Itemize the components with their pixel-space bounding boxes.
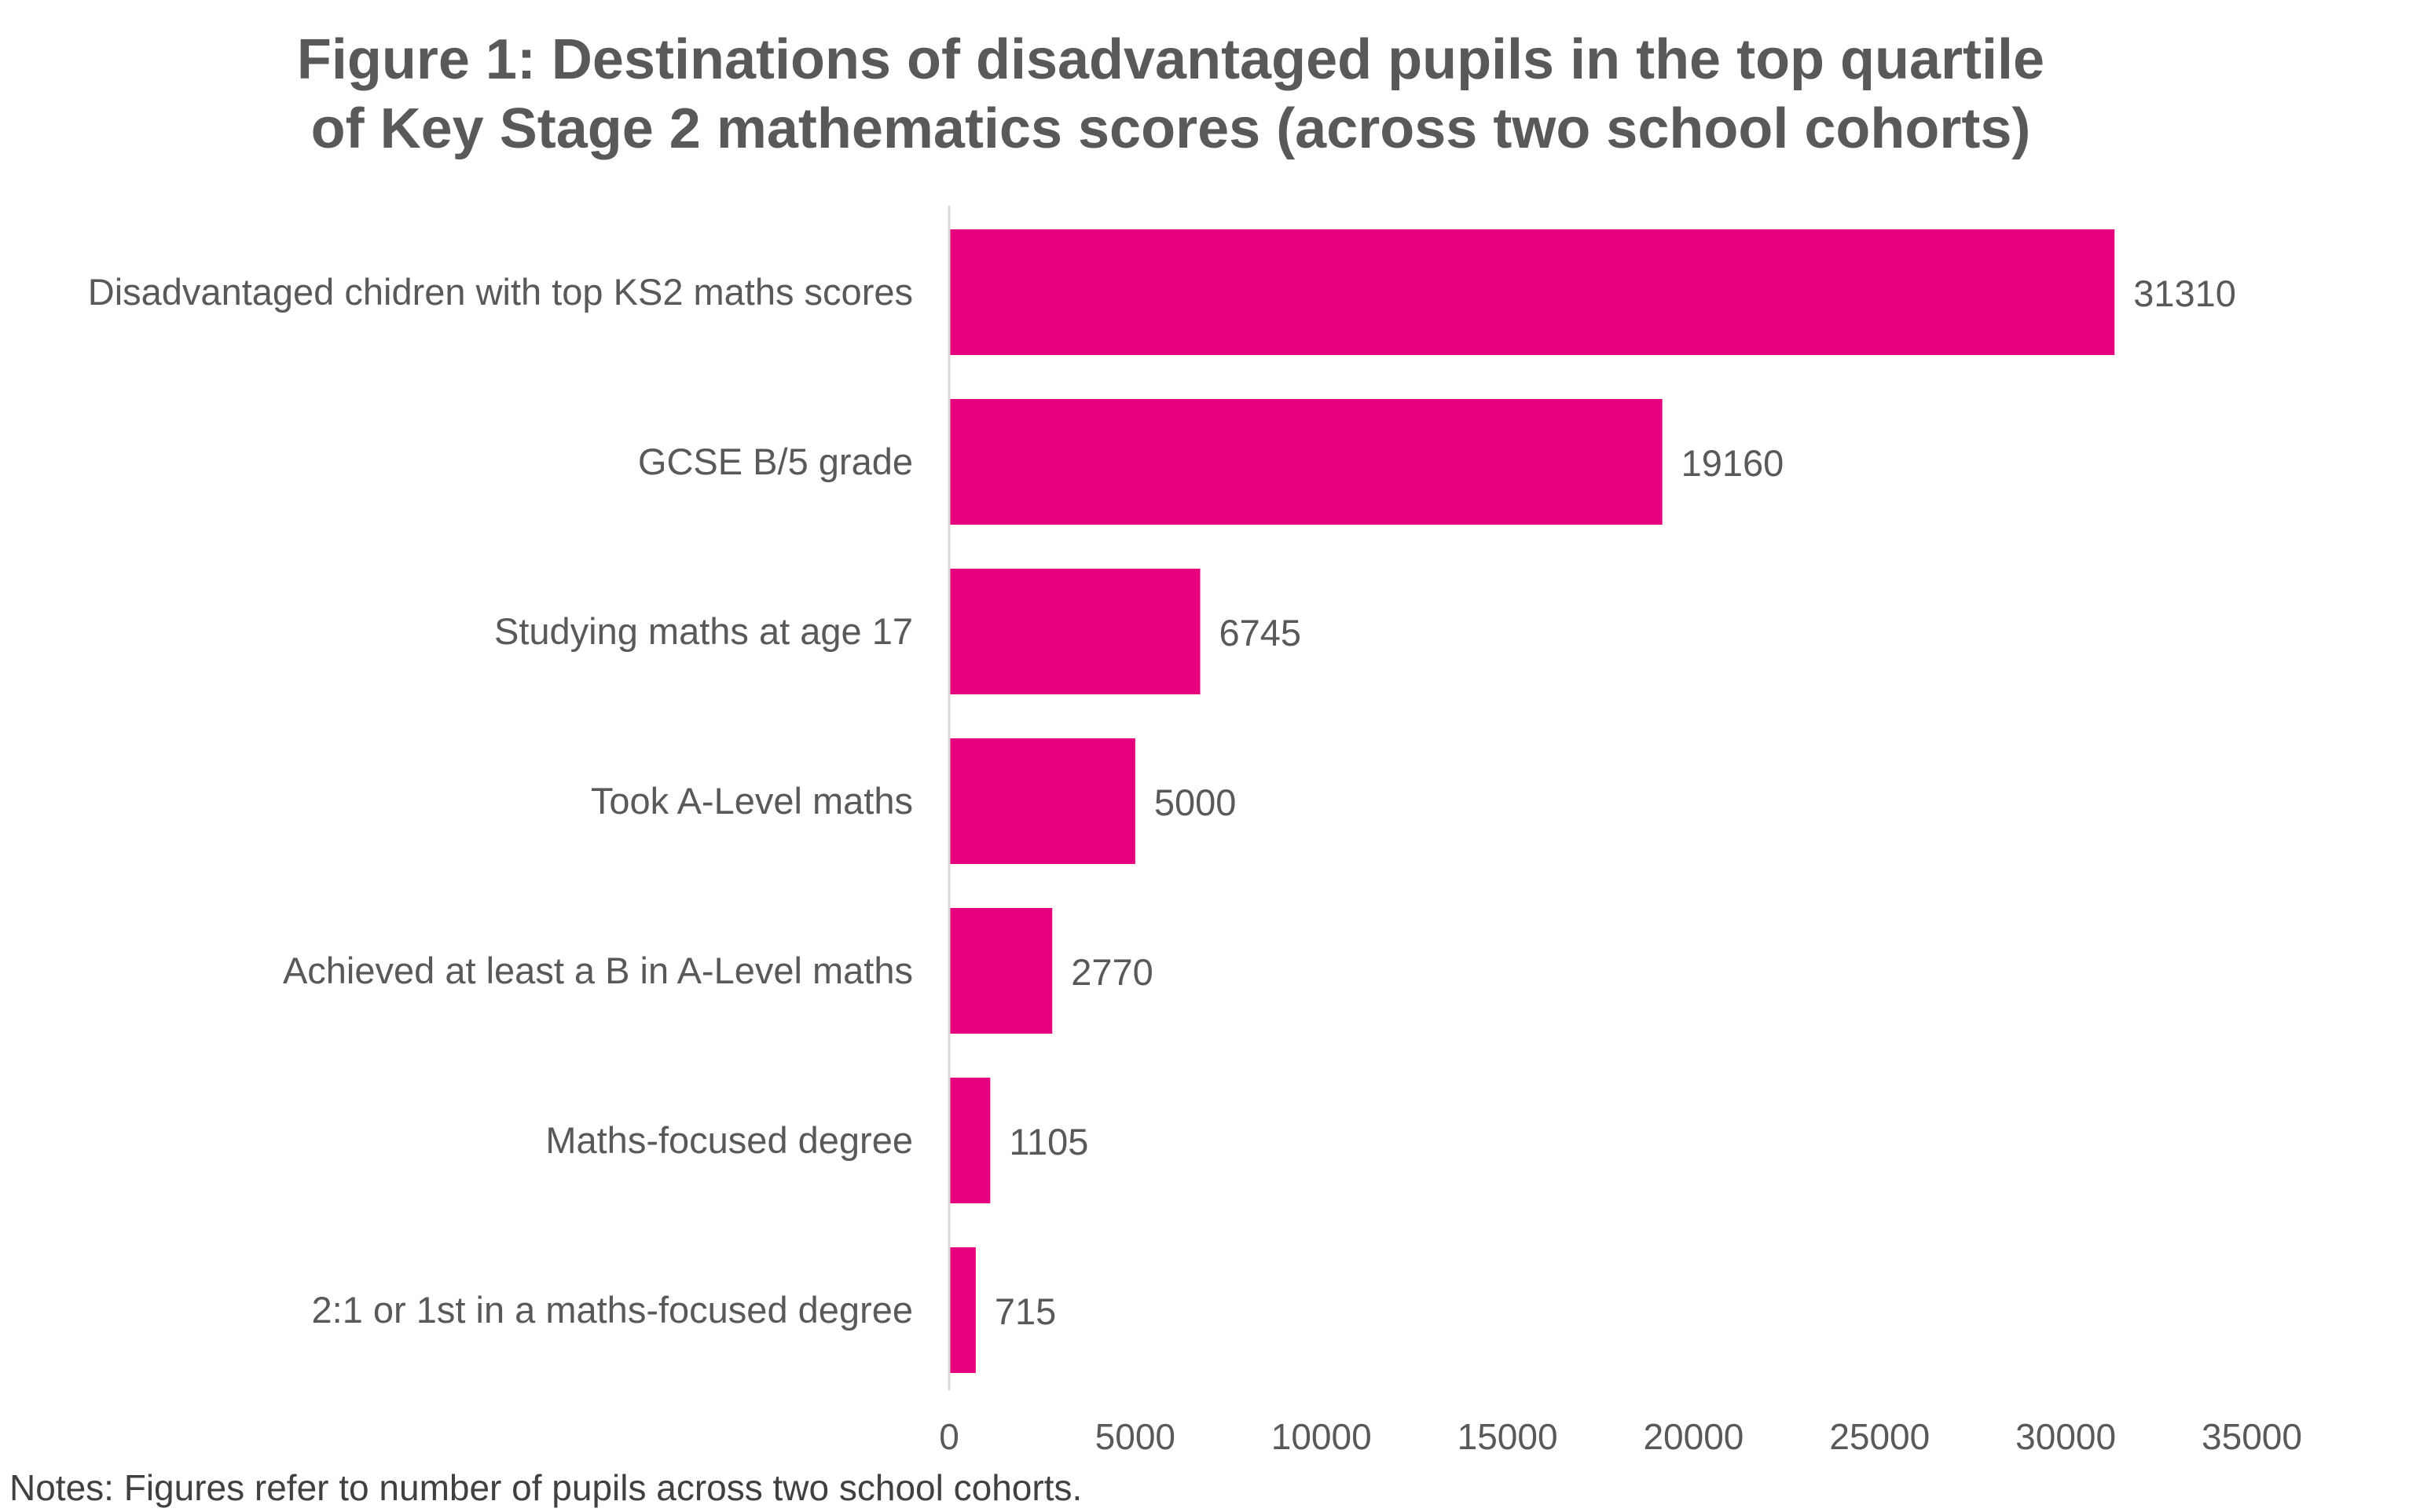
category-label: Disadvantaged chidren with top KS2 maths… [88,271,913,313]
value-label: 31310 [2133,273,2236,314]
value-labels: 31310 19160 6745 5000 2770 1105 715 [995,273,2236,1332]
x-tick-label: 10000 [1271,1416,1372,1457]
category-label: 2:1 or 1st in a maths-focused degree [312,1289,914,1331]
x-tick-label: 35000 [2202,1416,2302,1457]
bar [949,908,1053,1034]
x-tick-label: 5000 [1095,1416,1175,1457]
x-tick-label: 30000 [2015,1416,2116,1457]
value-label: 2770 [1071,951,1153,993]
notes-text: Notes: Figures refer to number of pupils… [9,1467,1082,1508]
category-label: Studying maths at age 17 [494,610,913,652]
category-labels: Disadvantaged chidren with top KS2 maths… [88,271,913,1331]
bar [949,738,1135,864]
bar [949,1078,991,1203]
value-label: 19160 [1681,442,1784,484]
chart-title-line: Figure 1: Destinations of disadvantaged … [297,28,2044,91]
bar [949,1247,976,1373]
bar [949,229,2115,355]
bar [949,569,1201,694]
x-tick-label: 25000 [1829,1416,1930,1457]
category-label: Achieved at least a B in A-Level maths [283,950,913,991]
bars [949,229,2115,1373]
value-label: 715 [995,1291,1056,1332]
x-tick-label: 0 [939,1416,959,1457]
value-label: 6745 [1219,612,1302,653]
value-label: 1105 [1009,1121,1088,1162]
x-tick-label: 20000 [1643,1416,1744,1457]
x-axis-tick-labels: 0 5000 10000 15000 20000 25000 30000 35000 [939,1416,2302,1457]
category-label: Maths-focused degree [545,1119,913,1161]
chart-title: Figure 1: Destinations of disadvantaged … [297,28,2044,160]
category-label: Took A-Level maths [591,780,913,822]
x-tick-label: 15000 [1458,1416,1558,1457]
bar [949,399,1663,525]
category-label: GCSE B/5 grade [638,441,913,482]
chart-title-line: of Key Stage 2 mathematics scores (acros… [311,97,2031,160]
value-label: 5000 [1154,782,1237,823]
